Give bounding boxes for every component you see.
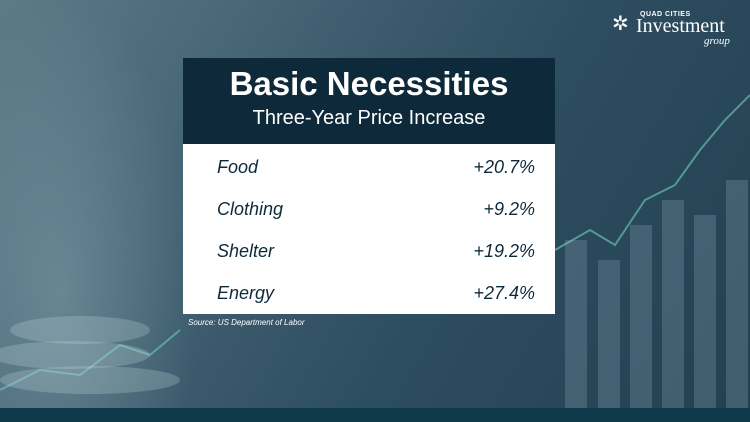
table-row: Clothing +9.2%	[183, 194, 555, 224]
row-label: Food	[217, 157, 259, 177]
table-row: Food +20.7%	[183, 152, 555, 182]
price-table-card: Basic Necessities Three-Year Price Incre…	[183, 58, 555, 314]
logo-top-text: QUAD CITIES	[640, 11, 691, 18]
row-label: Energy	[217, 283, 275, 303]
card-body: Food +20.7% Clothing +9.2% Shelter +19.2…	[183, 144, 555, 314]
row-label: Shelter	[217, 241, 275, 261]
table-row: Shelter +19.2%	[183, 236, 555, 266]
card-title: Basic Necessities	[229, 65, 509, 102]
logo-main-text: Investment	[636, 15, 725, 37]
row-value: +19.2%	[473, 241, 535, 261]
row-label: Clothing	[217, 199, 284, 219]
card-subtitle: Three-Year Price Increase	[252, 107, 486, 129]
logo-sub-text: group	[704, 35, 730, 47]
row-value: +9.2%	[483, 199, 535, 219]
table-row: Energy +27.4%	[183, 278, 555, 308]
star-icon: ✲	[612, 13, 629, 35]
row-value: +20.7%	[473, 157, 535, 177]
company-logo: ✲ QUAD CITIES Investment group	[612, 10, 742, 47]
footer-bar	[0, 408, 750, 422]
row-value: +27.4%	[473, 283, 535, 303]
source-note: Source: US Department of Labor	[188, 318, 305, 327]
card-header: Basic Necessities Three-Year Price Incre…	[183, 58, 555, 144]
background-glow	[0, 0, 200, 422]
